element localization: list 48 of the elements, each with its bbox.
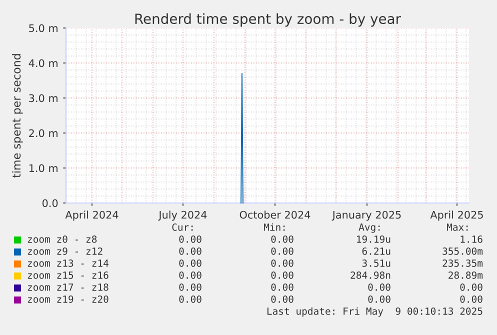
text: 0.00 [271, 271, 294, 279]
text: Min: [264, 223, 285, 231]
x-tick-label: July 2024 [158, 210, 207, 221]
text: 235.35m [442, 259, 483, 267]
x-tick-label: October 2024 [240, 210, 310, 219]
text: 0.00 [179, 283, 202, 291]
text: 0.00 [271, 235, 294, 243]
text: 0.00 [179, 295, 202, 303]
legend-label: zoom z19 - z20 [28, 295, 108, 303]
legend-label: zoom z15 - z16 [28, 271, 108, 279]
text: 1.16 [460, 235, 482, 243]
text: 0.00 [271, 295, 294, 303]
text: 0.00 [368, 283, 390, 291]
text: 19.19u [357, 235, 390, 243]
text: Avg: [358, 224, 380, 233]
y-tick-label: 1.0 m [29, 164, 58, 172]
y-tick-label: 3.0 m [29, 94, 58, 102]
text: 28.89m [448, 271, 483, 279]
legend-label: zoom z13 - z14 [28, 259, 108, 267]
text: Cur: [172, 223, 193, 231]
text: Last update: Fri May 9 00:10:13 2025 [267, 307, 482, 317]
y-tick-label: 0.0 [42, 199, 58, 208]
legend-label: zoom z9 - z12 [28, 247, 102, 255]
text: 0.00 [179, 259, 202, 267]
text: 0.00 [460, 295, 482, 303]
y-tick-label: 5.0 m [29, 24, 58, 32]
text: 284.98n [350, 271, 390, 279]
legend-label: zoom z17 - z18 [28, 283, 108, 291]
text: 6.21u [362, 247, 390, 255]
text: Max: [446, 224, 468, 231]
y-axis-title: time spent per second [12, 54, 23, 178]
text: 0.00 [179, 235, 202, 243]
text: 0.00 [460, 283, 482, 291]
legend-label: zoom z0 - z8 [28, 235, 97, 243]
x-tick-label: April 2025 [430, 210, 483, 221]
text: 0.00 [179, 247, 202, 255]
text: 3.51u [362, 259, 390, 267]
text: 0.00 [368, 295, 390, 303]
x-tick-label: April 2024 [65, 210, 118, 221]
text: 0.00 [271, 259, 294, 267]
text: 0.00 [271, 283, 294, 291]
text: 355.00m [442, 247, 483, 255]
text: 0.00 [179, 271, 202, 279]
chart-title: Renderd time spent by zoom - by year [135, 13, 402, 27]
y-tick-label: 2.0 m [29, 129, 58, 138]
x-tick-label: January 2025 [332, 210, 401, 221]
text: 0.00 [271, 247, 294, 255]
y-tick-label: 4.0 m [28, 59, 58, 68]
